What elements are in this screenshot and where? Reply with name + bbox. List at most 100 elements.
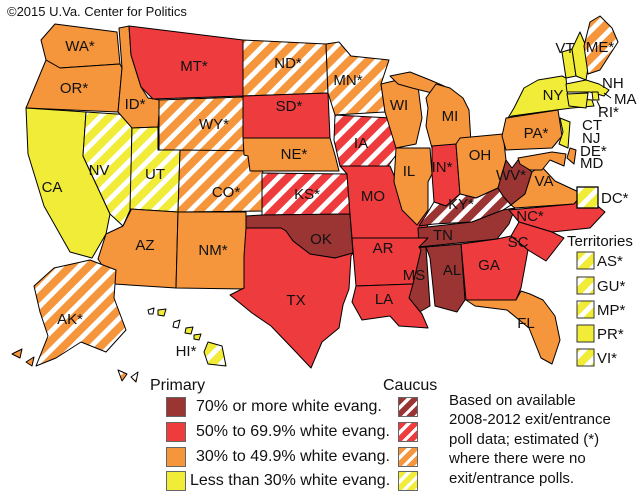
territory-swatch-pr [576,324,595,343]
state-label-al: AL [443,262,461,279]
legend-swatch-primary-under30 [166,471,186,491]
state-label-vt: VT [555,40,574,57]
legend-swatch-primary-30to49 [166,447,186,467]
ak-island [117,369,128,382]
state-label-mn: MN* [333,72,362,89]
state-label-wv: WV* [496,167,526,184]
hi-island [172,319,181,329]
state-label-ks: KS* [294,186,320,203]
state-shape-tn [417,207,516,248]
state-label-me: ME* [586,39,615,56]
copyright-text: ©2015 U.Va. Center for Politics [7,4,187,19]
ak-island [11,348,23,359]
state-label-sc: SC [508,234,529,251]
state-shape-ri [591,91,600,101]
state-label-ut: UT [145,166,165,183]
state-label-tn: TN [433,227,453,244]
note-line: Based on available [449,392,576,409]
state-label-nv: NV [89,162,110,179]
state-label-fl: FL [517,315,535,332]
territory-label-pr: PR* [597,326,624,343]
state-shape-al [425,243,466,313]
territory-swatch-vi [576,348,595,367]
state-shape-va [510,165,584,209]
state-shape-il [393,147,433,226]
state-label-in: IN* [432,159,453,176]
ri-pointer-line [596,100,602,110]
state-label-az: AZ [135,237,154,254]
state-shape-de [566,147,577,165]
state-label-or: OR* [60,80,89,97]
state-label-hi: HI* [176,343,197,360]
state-shape-ct [566,92,589,109]
ma-pointer-line [603,92,612,99]
state-label-de: DE* [580,143,607,160]
legend-row-label: 50% to 69.9% white evang. [196,423,390,440]
state-shape-hi [203,341,227,367]
state-label-la: LA [375,291,393,308]
state-shape-ne [242,137,340,172]
legend-swatch-primary-70plus [166,397,186,417]
note-line: exit/entrance polls. [449,469,575,487]
state-label-ia: IA [354,135,368,152]
state-label-mt: MT* [180,58,208,75]
territory-swatch-mp [576,300,595,319]
legend-swatch-caucus-50to69 [398,422,418,442]
state-shape-nj [558,117,571,149]
dc-label: DC* [601,190,629,207]
legend-row: 30% to 49.9% white evang. [0,447,640,468]
state-label-ne: NE* [281,146,308,163]
note-line: poll data; estimated (*) [449,430,600,448]
state-label-ny: NY [543,87,564,104]
state-label-mo: MO [361,188,385,205]
state-label-oh: OH [469,147,492,164]
territory-swatch-as [576,251,595,270]
state-shape-me [583,15,619,75]
state-shape-mi [425,83,472,149]
legend-swatch-primary-50to69 [166,422,186,442]
state-label-ma: MA [614,91,637,108]
hi-island [193,333,202,341]
legend-primary-header: Primary [150,377,206,394]
state-label-ak: AK* [57,311,83,328]
state-label-co: CO* [212,184,241,201]
state-label-tx: TX [286,292,305,309]
state-label-pa: PA* [524,125,549,142]
territory-label-vi: VI* [597,350,617,367]
legend-row: Less than 30% white evang. [0,471,640,492]
hi-island [184,326,194,335]
state-label-va: VA [535,173,554,190]
ak-island [130,371,139,383]
territories-header: Territories [567,233,633,250]
state-label-ga: GA [478,257,500,274]
legend-row-label: 30% to 49.9% white evang. [196,448,390,465]
state-label-ky: KY* [448,196,474,213]
legend-swatch-caucus-70plus [398,397,418,417]
hi-island [157,308,167,317]
territory-swatch-gu [576,276,595,295]
legend-row: 70% or more white evang. [0,397,640,418]
state-shape-fl [465,290,561,365]
state-label-nc: NC* [516,208,544,225]
note-line: 2008-2012 exit/entrance [449,411,611,429]
state-label-mi: MI [442,108,459,125]
state-shape-ak [33,259,127,367]
state-label-sd: SD* [276,98,303,115]
state-label-md: MD [580,155,603,172]
territory-label-mp: MP* [597,302,626,319]
hi-island [147,307,155,315]
state-shape-tx [229,227,354,369]
state-label-nd: ND* [274,55,302,72]
legend-row-label: Less than 30% white evang. [190,472,391,489]
methodology-note: Based on available 2008-2012 exit/entran… [449,391,637,488]
note-line: where there were no [449,450,586,468]
state-label-nh: NH [602,75,624,92]
legend-swatch-caucus-30to49 [398,447,418,467]
state-label-nj: NJ [582,130,600,147]
dc-swatch [576,186,599,209]
legend-swatch-caucus-under30 [398,471,418,491]
territory-label-gu: GU* [597,278,626,295]
state-label-wy: WY* [199,116,229,133]
